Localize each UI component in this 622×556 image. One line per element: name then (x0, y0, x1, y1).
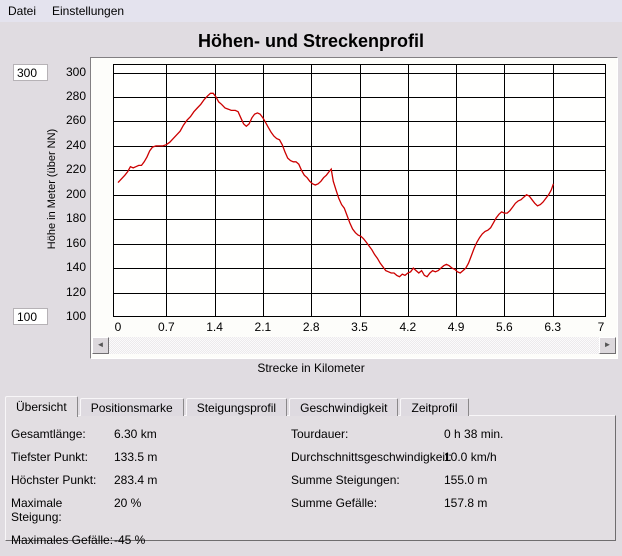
y-tick-label: 140 (65, 260, 86, 275)
y-tick-label: 120 (65, 284, 86, 299)
x-tick-label: 6.3 (544, 320, 562, 334)
stat-value: -45 % (114, 533, 146, 547)
tab-bar: Übersicht Positionsmarke Steigungsprofil… (5, 395, 471, 417)
y-tick-label: 160 (65, 235, 86, 250)
stat-summe-gefaelle: Summe Gefälle: 157.8 m (291, 496, 503, 510)
scroll-left-arrow-icon[interactable]: ◄ (92, 337, 109, 354)
stat-label: Maximales Gefälle: (11, 533, 114, 547)
y-tick-label: 200 (65, 186, 86, 201)
stat-label: Summe Gefälle: (291, 496, 378, 510)
x-tick-label: 3.5 (351, 320, 368, 334)
stat-label: Durchschnittsgeschwindigkeit: (291, 450, 452, 464)
stat-label: Gesamtlänge: (11, 427, 86, 441)
x-tick-label: 4.9 (447, 320, 465, 334)
stat-summe-steigungen: Summe Steigungen: 155.0 m (291, 473, 503, 487)
x-axis-title: Strecke in Kilometer (257, 361, 365, 375)
x-tick-label: 1.4 (206, 320, 223, 334)
stat-value: 133.5 m (114, 450, 158, 464)
stat-maximale-steigung: Maximale Steigung: 20 % (11, 496, 157, 524)
stat-maximales-gefaelle: Maximales Gefälle: -45 % (11, 533, 157, 547)
stat-value: 0 h 38 min. (444, 427, 504, 441)
tab-positionsmarke[interactable]: Positionsmarke (79, 398, 184, 416)
stat-label: Summe Steigungen: (291, 473, 400, 487)
stat-value: 10.0 km/h (444, 450, 497, 464)
stat-value: 20 % (114, 496, 142, 510)
stat-value: 283.4 m (114, 473, 158, 487)
stat-value: 157.8 m (444, 496, 488, 510)
y-tick-label: 220 (65, 162, 86, 177)
x-tick-label: 7 (597, 320, 605, 334)
y-tick-label: 240 (65, 137, 86, 152)
y-tick-label: 180 (65, 211, 86, 226)
tab-steigungsprofil[interactable]: Steigungsprofil (185, 398, 288, 416)
elevation-line (117, 92, 555, 278)
overview-left-column: Gesamtlänge: 6.30 km Tiefster Punkt: 133… (11, 427, 157, 556)
stat-hoechster-punkt: Höchster Punkt: 283.4 m (11, 473, 157, 487)
x-tick-label: 0.7 (157, 320, 175, 334)
stat-value: 6.30 km (114, 427, 157, 441)
elevation-chart (113, 64, 606, 322)
overview-panel: Gesamtlänge: 6.30 km Tiefster Punkt: 133… (5, 415, 616, 547)
tab-geschwindigkeit[interactable]: Geschwindigkeit (289, 398, 399, 416)
chart-horizontal-scrollbar[interactable]: ◄ ► (92, 337, 616, 354)
y-tick-label: 280 (65, 89, 86, 103)
stat-label: Tiefster Punkt: (11, 450, 88, 464)
stat-tiefster-punkt: Tiefster Punkt: 133.5 m (11, 450, 157, 464)
y-tick-label: 300 (65, 64, 86, 79)
y-axis-min-input[interactable] (13, 308, 48, 325)
stat-gesamtlaenge: Gesamtlänge: 6.30 km (11, 427, 157, 441)
menu-item-einstellungen[interactable]: Einstellungen (52, 4, 125, 18)
stat-tourdauer: Tourdauer: 0 h 38 min. (291, 427, 503, 441)
x-tick-label: 2.8 (302, 320, 320, 334)
x-tick-label: 4.2 (399, 320, 417, 334)
page-title: Höhen- und Streckenprofil (197, 31, 424, 51)
menu-item-datei[interactable]: Datei (8, 4, 37, 18)
stat-label: Maximale Steigung: (11, 496, 63, 524)
elevation-chart-panel: 0 0.7 1.4 2.1 2.8 3.5 4.2 4.9 5.6 6.3 7 ◄ ► (90, 57, 618, 359)
tab-zeitprofil[interactable]: Zeitprofil (400, 398, 469, 416)
stat-label: Höchster Punkt: (11, 473, 97, 487)
plot-frame (113, 64, 606, 317)
y-tick-label: 260 (65, 113, 86, 128)
x-tick-label: 0 (114, 320, 122, 334)
overview-right-column: Tourdauer: 0 h 38 min. Durchschnittsgesc… (291, 427, 503, 519)
stat-durchschnittsgeschwindigkeit: Durchschnittsgeschwindigkeit: 10.0 km/h (291, 450, 503, 464)
stat-value: 155.0 m (444, 473, 488, 487)
x-tick-label: 5.6 (496, 320, 513, 334)
scroll-right-arrow-icon[interactable]: ► (599, 337, 616, 354)
menu-bar: Datei Einstellungen (0, 0, 622, 22)
x-tick-label: 2.1 (254, 320, 272, 334)
tab-uebersicht[interactable]: Übersicht (5, 396, 78, 417)
y-axis-max-input[interactable] (13, 64, 48, 81)
stat-label: Tourdauer: (291, 427, 349, 441)
y-tick-label: 100 (65, 309, 86, 323)
